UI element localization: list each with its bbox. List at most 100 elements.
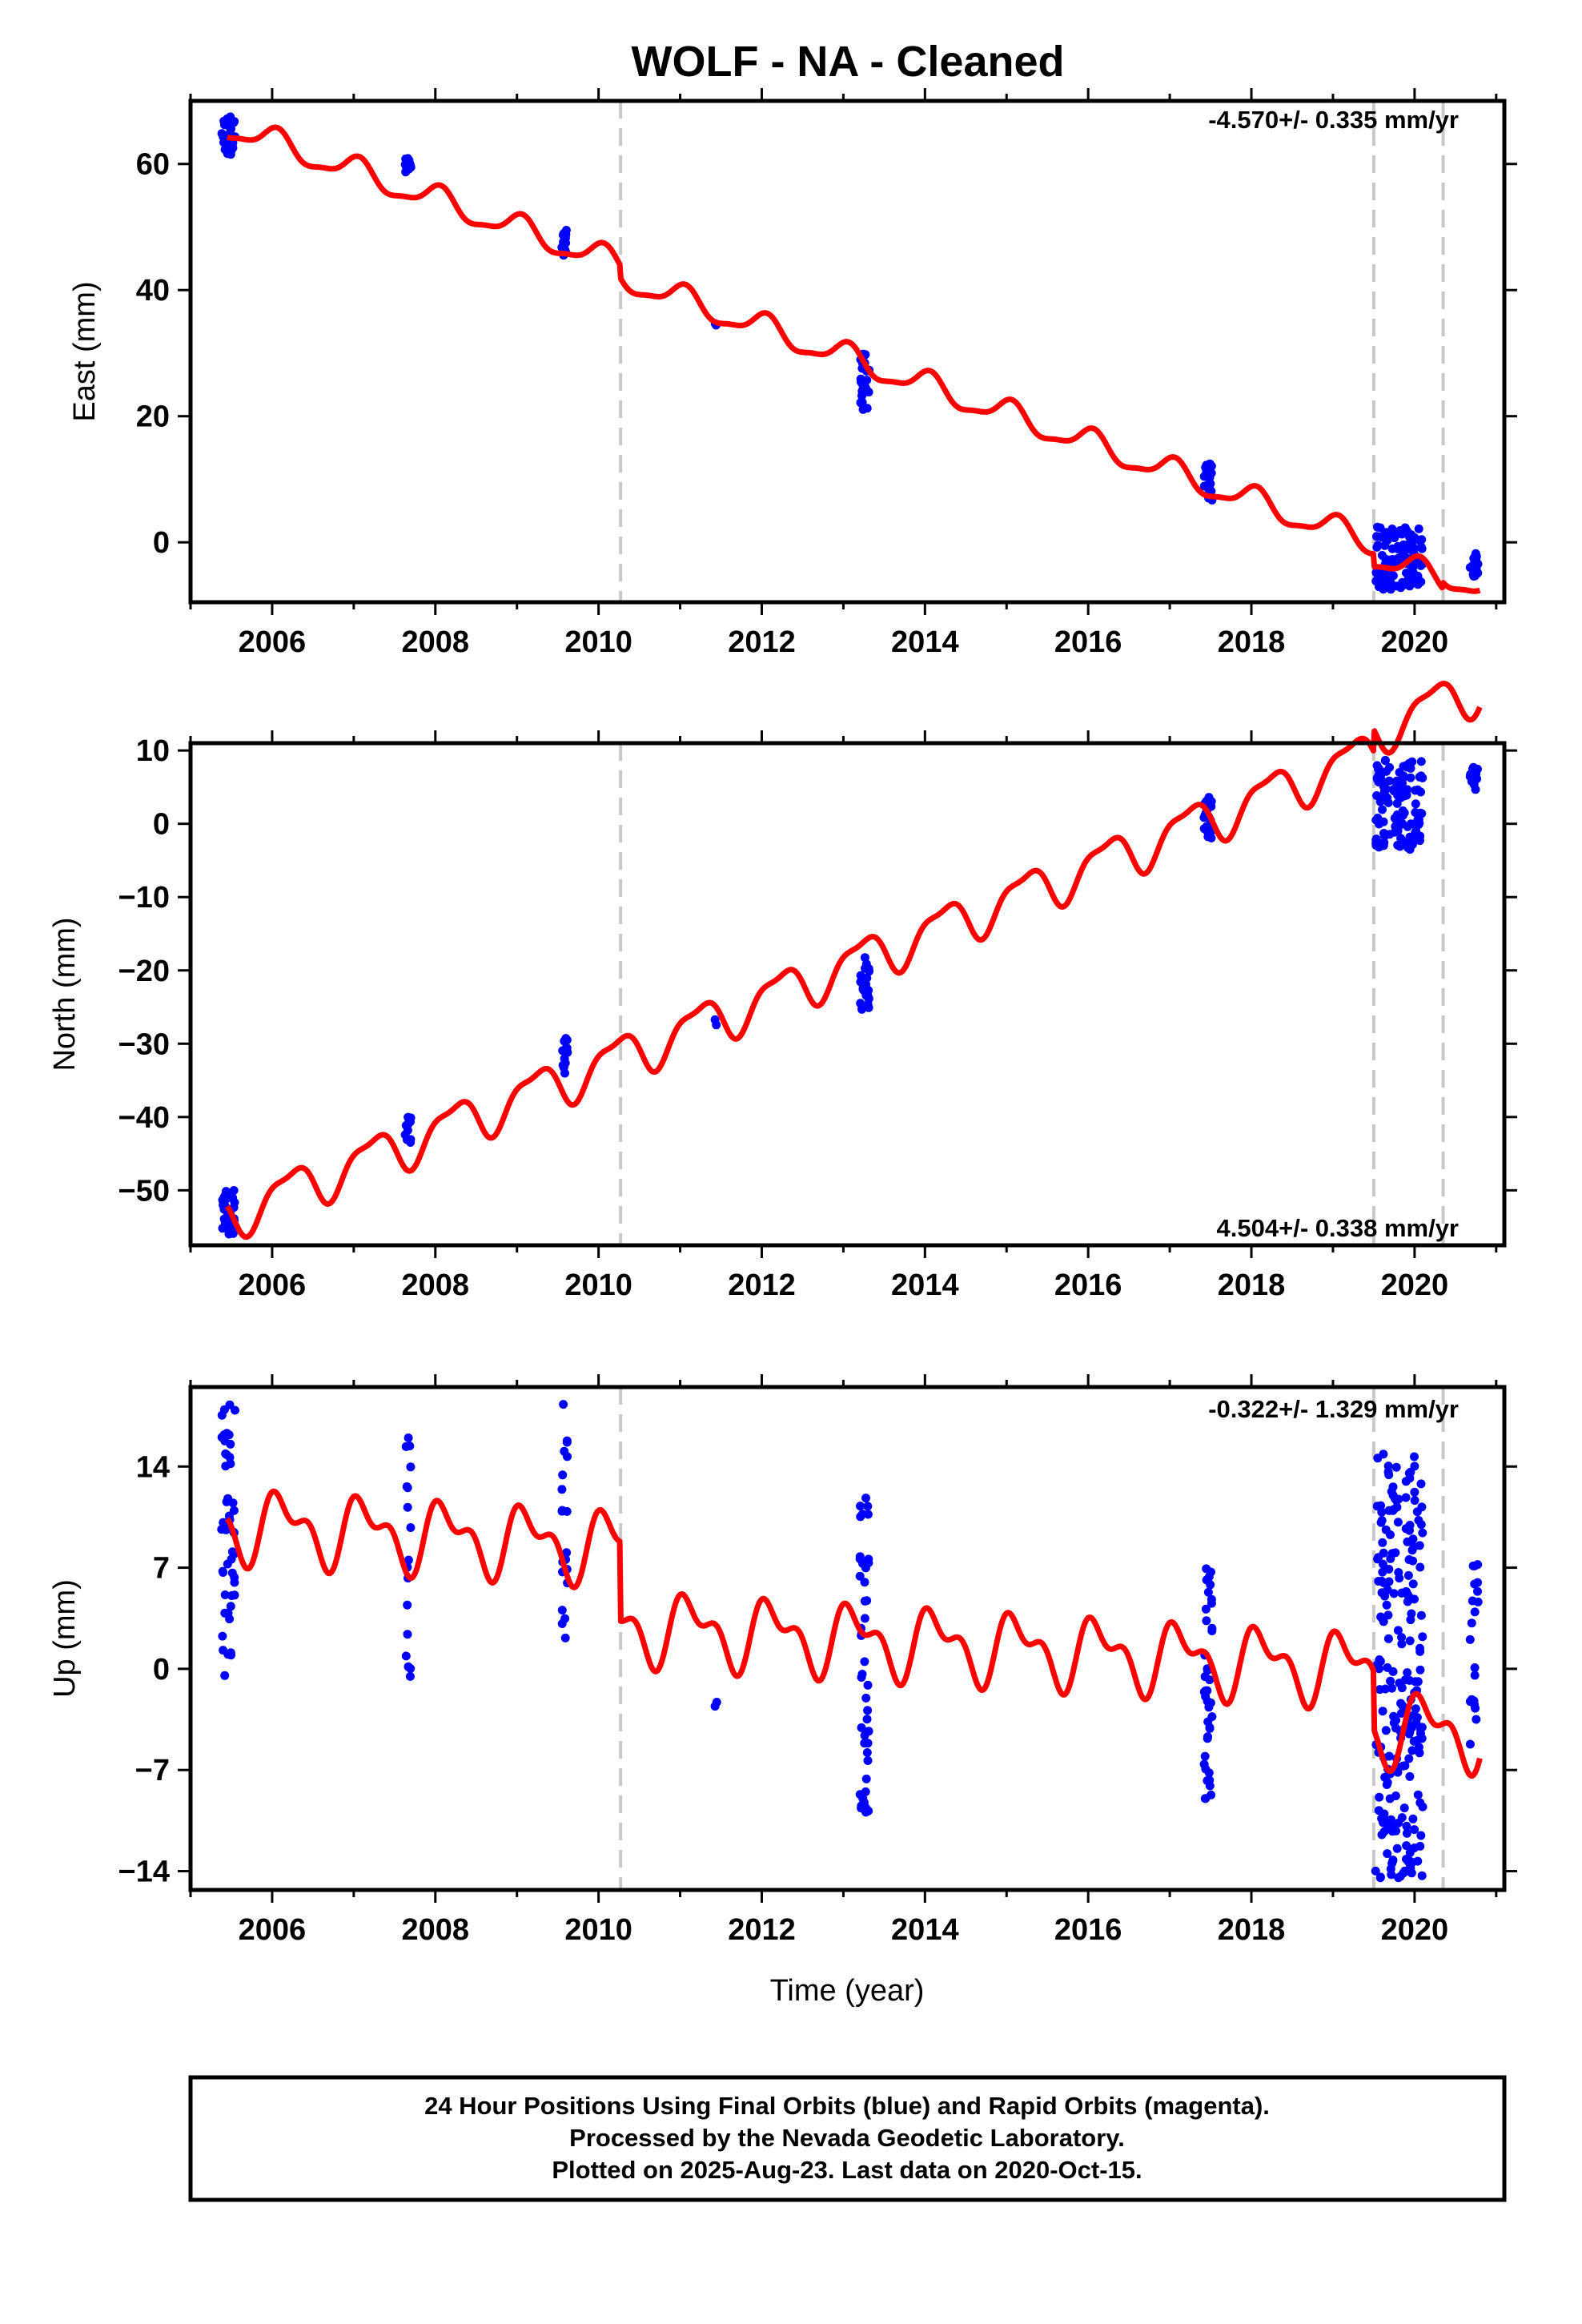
- north-data-point: [220, 1218, 230, 1228]
- up-data-point: [1201, 1692, 1211, 1701]
- up-y-axis-label: Up (mm): [48, 1579, 82, 1698]
- up-data-point: [218, 1631, 227, 1641]
- up-x-tick-label: 2010: [564, 1913, 632, 1947]
- up-data-point: [1377, 1814, 1387, 1823]
- up-data-point: [862, 1748, 872, 1757]
- up-data-point: [1410, 1594, 1419, 1604]
- up-data-point: [217, 1525, 227, 1534]
- up-panel: −14 −7 0 7 14 2006 2008 2010 2012 2014 2016 2018 202…: [48, 1374, 1517, 1947]
- east-data-point: [857, 397, 867, 407]
- up-data-point: [406, 1462, 416, 1472]
- up-data-point: [1207, 1598, 1216, 1608]
- north-data-point: [860, 953, 869, 963]
- north-data-point: [1374, 764, 1383, 774]
- up-data-point: [863, 1680, 873, 1690]
- up-data-point: [856, 1512, 865, 1522]
- north-data-point: [1379, 817, 1388, 826]
- up-data-point: [1374, 1577, 1383, 1586]
- north-x-tick-label: 2020: [1381, 1269, 1449, 1302]
- up-data-point: [857, 1673, 866, 1682]
- up-data-point: [1375, 1655, 1384, 1664]
- north-data-point: [1376, 842, 1385, 851]
- up-data-point: [1387, 1870, 1396, 1880]
- up-data-point: [1405, 1771, 1415, 1781]
- up-data-point: [855, 1552, 865, 1562]
- north-data-point: [864, 994, 873, 1003]
- north-data-point: [1470, 776, 1479, 785]
- east-data-point: [401, 167, 411, 177]
- up-data-point: [1207, 1623, 1217, 1633]
- north-data-point: [712, 1020, 721, 1030]
- east-data-point: [1468, 561, 1478, 570]
- north-data-point: [1398, 810, 1407, 820]
- east-data-point: [856, 377, 865, 387]
- up-data-point: [855, 1790, 865, 1799]
- north-data-point: [1384, 776, 1394, 786]
- up-x-tick-label: 2020: [1381, 1913, 1449, 1947]
- up-data-point: [862, 1715, 872, 1724]
- east-x-tick-label: 2008: [402, 625, 470, 659]
- up-data-point: [1204, 1572, 1214, 1582]
- up-data-point: [861, 1803, 871, 1813]
- up-data-point: [1387, 1827, 1397, 1836]
- east-data-point: [1396, 583, 1406, 593]
- north-x-tick-label: 2014: [891, 1269, 959, 1302]
- north-y-axis-label: North (mm): [48, 917, 82, 1071]
- north-y-tick-label: −20: [118, 955, 170, 988]
- north-data-point: [1383, 798, 1393, 807]
- north-y-tick-label: −30: [118, 1027, 170, 1061]
- north-data-point: [1392, 798, 1402, 808]
- up-data-point: [1397, 1683, 1407, 1693]
- north-data-point: [230, 1198, 239, 1207]
- east-y-axis-label: East (mm): [68, 281, 102, 421]
- up-data-point: [1383, 1634, 1393, 1643]
- north-x-tick-label: 2010: [564, 1269, 632, 1302]
- up-data-point: [1371, 1866, 1380, 1876]
- east-data-point: [1375, 523, 1385, 533]
- north-y-tick-label: −50: [118, 1174, 170, 1208]
- up-data-point: [1384, 1565, 1394, 1574]
- up-data-point: [1410, 1496, 1419, 1506]
- north-data-point: [1395, 783, 1405, 793]
- north-data-point: [1406, 819, 1415, 829]
- north-data-point: [1390, 827, 1399, 837]
- up-data-point: [1411, 1704, 1420, 1714]
- footer-line-3: Plotted on 2025-Aug-23. Last data on 202…: [552, 2156, 1142, 2184]
- up-data-point: [1416, 1479, 1426, 1489]
- east-data-point: [1377, 551, 1387, 560]
- north-data-point: [1407, 840, 1417, 849]
- up-data-point: [1409, 1736, 1419, 1746]
- up-data-point: [405, 1671, 415, 1681]
- up-data-point: [221, 1462, 231, 1471]
- up-data-point: [1404, 1754, 1414, 1763]
- north-plot-frame: [188, 741, 1507, 1248]
- up-data-point: [1410, 1825, 1419, 1835]
- up-x-tick-label: 2016: [1054, 1913, 1122, 1947]
- east-data-point: [862, 404, 872, 413]
- up-data-point: [222, 1497, 231, 1506]
- north-data-point: [1374, 770, 1383, 780]
- east-data-point: [1416, 561, 1426, 570]
- up-data-point: [1379, 1827, 1389, 1836]
- up-data-point: [1200, 1794, 1210, 1803]
- up-data-point: [1413, 1790, 1423, 1799]
- up-data-point: [1391, 1548, 1400, 1558]
- north-x-tick-label: 2008: [402, 1269, 470, 1302]
- up-data-point: [1393, 1518, 1403, 1527]
- up-data-point: [1415, 1541, 1424, 1550]
- east-x-tick-label: 2012: [728, 625, 796, 659]
- east-data-point: [1373, 541, 1383, 550]
- up-x-tick-label: 2018: [1218, 1913, 1286, 1947]
- up-data-point: [1393, 1626, 1403, 1635]
- up-data-point: [402, 1482, 412, 1491]
- north-data-point: [1398, 819, 1407, 829]
- north-data-point: [1393, 840, 1403, 850]
- up-data-point: [1396, 1708, 1406, 1718]
- east-data-point: [1379, 585, 1388, 594]
- up-data-point: [1202, 1564, 1211, 1574]
- up-data-point: [401, 1441, 411, 1451]
- up-data-point: [856, 1502, 865, 1511]
- up-data-point: [1397, 1813, 1407, 1823]
- up-data-point: [1383, 1585, 1392, 1594]
- up-data-point: [855, 1571, 865, 1581]
